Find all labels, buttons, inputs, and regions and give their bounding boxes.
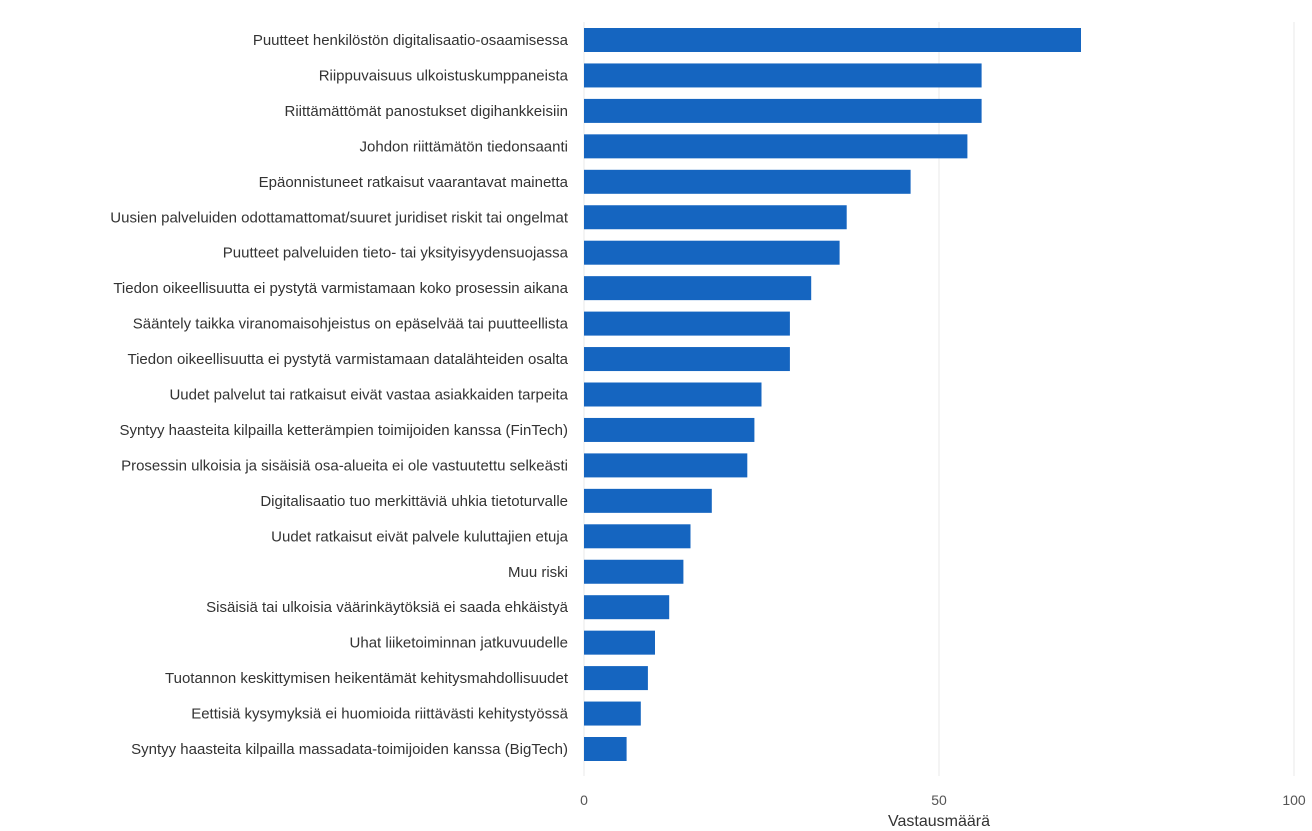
bar bbox=[584, 382, 762, 407]
bar bbox=[584, 276, 812, 301]
category-label: Riittämättömät panostukset digihankkeisi… bbox=[285, 103, 568, 120]
category-label: Tuotannon keskittymisen heikentämät kehi… bbox=[165, 670, 569, 687]
bar bbox=[584, 524, 691, 549]
category-label: Riippuvaisuus ulkoistuskumppaneista bbox=[319, 67, 569, 84]
category-label: Syntyy haasteita kilpailla ketterämpien … bbox=[119, 422, 568, 439]
category-label: Uusien palveluiden odottamattomat/suuret… bbox=[110, 209, 569, 226]
bar bbox=[584, 134, 968, 159]
bar bbox=[584, 63, 982, 88]
category-label: Uhat liiketoiminnan jatkuvuudelle bbox=[350, 635, 568, 652]
bar bbox=[584, 559, 684, 584]
bar bbox=[584, 737, 627, 761]
category-label: Eettisiä kysymyksiä ei huomioida riittäv… bbox=[191, 706, 568, 723]
category-label: Johdon riittämätön tiedonsaanti bbox=[360, 138, 568, 155]
x-tick-labels: 0 50 100 bbox=[580, 792, 1306, 808]
bar bbox=[584, 488, 712, 513]
category-label: Uudet palvelut tai ratkaisut eivät vasta… bbox=[169, 387, 568, 404]
x-tick-label: 50 bbox=[931, 792, 947, 808]
category-label: Puutteet henkilöstön digitalisaatio-osaa… bbox=[253, 32, 569, 49]
category-label: Syntyy haasteita kilpailla massadata-toi… bbox=[131, 741, 568, 758]
bar bbox=[584, 347, 790, 372]
bar bbox=[584, 630, 655, 655]
bar bbox=[584, 205, 847, 230]
category-label: Sisäisiä tai ulkoisia väärinkäytöksiä ei… bbox=[206, 599, 569, 616]
category-label: Prosessin ulkoisia ja sisäisiä osa-aluei… bbox=[121, 457, 568, 474]
bar bbox=[584, 98, 982, 123]
bar bbox=[584, 701, 641, 726]
category-label: Epäonnistuneet ratkaisut vaarantavat mai… bbox=[259, 174, 569, 191]
x-tick-label: 0 bbox=[580, 792, 588, 808]
bar bbox=[584, 240, 840, 265]
category-label: Tiedon oikeellisuutta ei pystytä varmist… bbox=[113, 280, 568, 297]
category-label: Muu riski bbox=[508, 564, 568, 581]
category-labels: Puutteet henkilöstön digitalisaatio-osaa… bbox=[110, 32, 569, 758]
category-label: Sääntely taikka viranomaisohjeistus on e… bbox=[133, 316, 569, 333]
bar bbox=[584, 453, 748, 478]
category-label: Uudet ratkaisut eivät palvele kuluttajie… bbox=[271, 528, 569, 545]
bar bbox=[584, 28, 1081, 52]
bar bbox=[584, 417, 755, 442]
category-label: Puutteet palveluiden tieto- tai yksityis… bbox=[223, 245, 569, 262]
bar bbox=[584, 666, 648, 691]
bar bbox=[584, 169, 911, 194]
category-label: Tiedon oikeellisuutta ei pystytä varmist… bbox=[127, 351, 568, 368]
category-label: Digitalisaatio tuo merkittäviä uhkia tie… bbox=[260, 493, 568, 510]
bar bbox=[584, 311, 790, 336]
bars bbox=[584, 28, 1081, 761]
x-tick-label: 100 bbox=[1282, 792, 1306, 808]
x-axis-title: Vastausmäärä bbox=[888, 813, 990, 830]
bar bbox=[584, 595, 670, 620]
